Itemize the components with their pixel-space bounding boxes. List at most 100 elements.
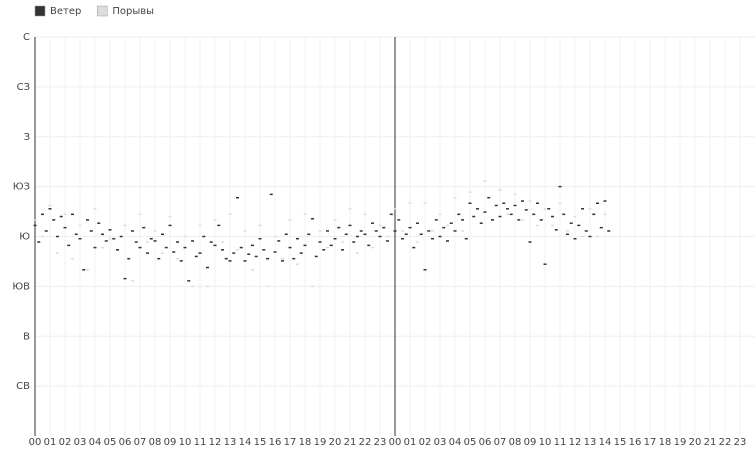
wind-mark <box>288 246 292 249</box>
wind-mark <box>528 241 532 243</box>
wind-mark <box>179 260 183 262</box>
wind-mark <box>202 235 206 238</box>
wind-mark <box>562 213 566 216</box>
wind-mark <box>588 235 592 238</box>
y-tick-label: ЮЗ <box>13 182 30 193</box>
wind-mark <box>356 252 359 254</box>
x-tick-label: 12 <box>209 437 222 448</box>
wind-mark <box>599 226 603 229</box>
wind-mark <box>371 246 374 249</box>
wind-mark <box>431 237 434 240</box>
wind-mark <box>168 224 172 227</box>
wind-mark <box>284 233 288 236</box>
wind-mark <box>532 213 536 216</box>
wind-mark <box>239 246 243 249</box>
wind-mark <box>528 200 532 202</box>
wind-mark <box>146 241 149 243</box>
wind-mark <box>521 200 524 202</box>
wind-mark <box>393 208 397 210</box>
wind-mark <box>127 257 131 260</box>
wind-mark <box>539 219 543 221</box>
wind-mark <box>461 230 464 232</box>
wind-mark <box>311 218 314 220</box>
x-tick-label: 19 <box>314 437 327 448</box>
wind-mark <box>502 202 506 204</box>
x-tick-label: 18 <box>299 437 312 448</box>
wind-mark <box>558 202 562 204</box>
wind-mark <box>108 229 112 231</box>
wind-mark <box>258 237 262 240</box>
wind-mark <box>254 255 258 258</box>
wind-mark <box>348 208 352 210</box>
wind-mark <box>153 240 157 242</box>
wind-mark <box>206 266 209 269</box>
wind-mark <box>307 233 311 236</box>
wind-mark <box>352 241 356 243</box>
wind-mark <box>56 235 59 238</box>
x-tick-label: 01 <box>404 437 417 448</box>
wind-mark <box>363 213 367 216</box>
wind-mark <box>566 233 569 236</box>
wind-mark <box>89 230 93 232</box>
x-tick-label: 09 <box>524 437 537 448</box>
wind-mark <box>408 226 412 229</box>
wind-mark <box>213 219 217 221</box>
wind-mark <box>251 244 254 247</box>
wind-mark <box>183 235 187 238</box>
wind-mark <box>206 285 209 288</box>
wind-mark <box>288 219 292 221</box>
x-tick-label: 07 <box>494 437 507 448</box>
wind-mark <box>33 224 37 227</box>
wind-mark <box>277 240 281 242</box>
wind-mark <box>341 249 344 251</box>
wind-mark <box>243 260 247 262</box>
wind-mark <box>228 213 232 216</box>
wind-mark <box>221 249 224 251</box>
wind-mark <box>33 219 37 221</box>
wind-mark <box>442 226 446 229</box>
wind-mark <box>209 241 213 243</box>
wind-mark <box>446 240 449 242</box>
wind-mark <box>164 246 168 249</box>
wind-mark <box>431 230 434 232</box>
wind-mark <box>581 235 584 238</box>
wind-mark <box>198 252 202 254</box>
wind-mark <box>281 257 284 260</box>
wind-mark <box>359 230 363 232</box>
wind-mark <box>449 222 453 224</box>
wind-mark <box>104 240 108 242</box>
wind-mark <box>71 257 74 260</box>
x-tick-label: 02 <box>419 437 432 448</box>
wind-mark <box>322 249 326 251</box>
wind-mark <box>423 202 427 204</box>
wind-mark <box>498 189 502 191</box>
wind-mark <box>296 263 299 265</box>
y-tick-label: СВ <box>16 381 30 392</box>
wind-mark <box>194 255 198 258</box>
wind-mark <box>386 240 389 242</box>
wind-mark <box>243 230 247 232</box>
x-tick-label: 00 <box>29 437 42 448</box>
wind-mark <box>577 224 581 227</box>
wind-mark <box>551 215 554 218</box>
wind-mark <box>52 219 56 221</box>
wind-mark <box>479 222 483 224</box>
wind-mark <box>472 215 476 218</box>
wind-mark <box>63 213 67 216</box>
y-tick-label: ЮВ <box>12 281 30 292</box>
x-tick-label: 01 <box>44 437 57 448</box>
wind-mark <box>536 224 539 227</box>
wind-mark <box>461 219 464 221</box>
wind-mark <box>573 215 577 218</box>
wind-mark <box>318 241 322 243</box>
wind-mark <box>258 224 262 227</box>
wind-mark <box>423 269 427 271</box>
wind-mark <box>581 208 584 210</box>
x-tick-label: 16 <box>269 437 282 448</box>
wind-mark <box>569 222 573 224</box>
wind-mark <box>134 241 138 243</box>
x-tick-label: 08 <box>509 437 522 448</box>
wind-mark <box>236 196 239 199</box>
wind-mark <box>191 285 194 288</box>
wind-mark <box>333 237 337 240</box>
